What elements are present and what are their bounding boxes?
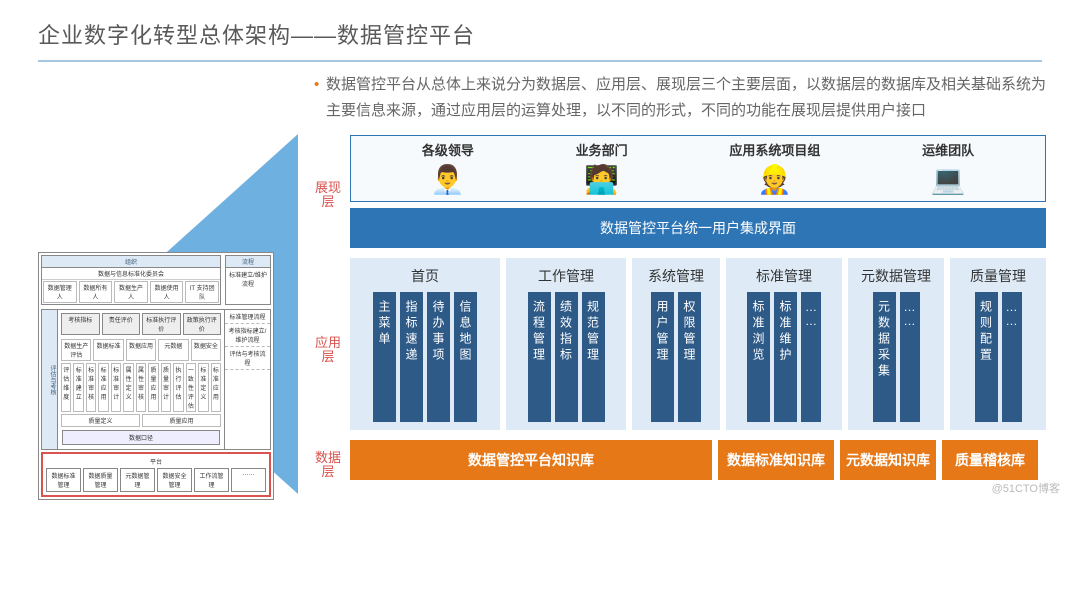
module: 工作管理流程管理绩效指标规范管理	[506, 258, 626, 430]
module: 元数据管理元数据采集……	[848, 258, 944, 430]
actor-icon: 👷	[750, 161, 800, 197]
module-item: 主菜单	[373, 292, 396, 422]
module-item: 标准维护	[774, 292, 797, 422]
actor-icon: 🧑‍💻	[577, 161, 627, 197]
module: 系统管理用户管理权限管理	[632, 258, 720, 430]
actor-icon: 💻	[923, 161, 973, 197]
module-item: 流程管理	[528, 292, 551, 422]
module: 质量管理规则配置……	[950, 258, 1046, 430]
actor-label: 各级领导	[422, 140, 474, 159]
layer-label-data: 数据层	[314, 445, 342, 485]
module-item: 规则配置	[975, 292, 998, 422]
module-item: 规范管理	[582, 292, 605, 422]
mini-architecture-thumbnail: 组织 数据与信息标准化委员会 数据管理人数据所有人数据生产人数据使用人IT 支持…	[38, 252, 274, 500]
module-title: 系统管理	[636, 262, 716, 292]
module-title: 质量管理	[954, 262, 1042, 292]
module-item: 信息地图	[454, 292, 477, 422]
data-box: 质量稽核库	[942, 440, 1038, 480]
mini-eval-header: 评估与考核	[42, 310, 58, 449]
actor-icon: 👨‍💼	[423, 161, 473, 197]
module-title: 元数据管理	[852, 262, 940, 292]
actors-row: 各级领导 👨‍💼 业务部门 🧑‍💻 应用系统项目组 👷 运维团队 💻	[350, 135, 1046, 202]
layer-label-present: 展现层	[314, 135, 342, 255]
module-item: 用户管理	[651, 292, 674, 422]
mini-flow-header: 流程	[226, 256, 270, 268]
module-title: 标准管理	[730, 262, 838, 292]
actor-label: 运维团队	[922, 140, 974, 159]
data-box: 数据标准知识库	[718, 440, 834, 480]
mini-eval-footer: 数据口径	[62, 430, 220, 445]
watermark: @51CTO博客	[992, 480, 1060, 496]
actor-label: 应用系统项目组	[729, 140, 820, 159]
description-text: 数据管控平台从总体上来说分为数据层、应用层、展现层三个主要层面，以数据层的数据库…	[314, 72, 1046, 123]
actor: 业务部门 🧑‍💻	[576, 140, 628, 197]
module-item: 元数据采集	[873, 292, 896, 422]
module-title: 工作管理	[510, 262, 622, 292]
divider	[38, 60, 1042, 62]
actor-label: 业务部门	[576, 140, 628, 159]
data-box: 数据管控平台知识库	[350, 440, 712, 480]
layer-label-app: 应用层	[314, 255, 342, 445]
module-item: 待办事项	[427, 292, 450, 422]
module: 首页主菜单指标速递待办事项信息地图	[350, 258, 500, 430]
module-item: ……	[900, 292, 920, 422]
unified-interface-bar: 数据管控平台统一用户集成界面	[350, 208, 1046, 248]
data-layer-row: 数据管控平台知识库数据标准知识库元数据知识库质量稽核库	[350, 440, 1046, 480]
module-item: 权限管理	[678, 292, 701, 422]
module-item: 绩效指标	[555, 292, 578, 422]
module-title: 首页	[354, 262, 496, 292]
actor: 运维团队 💻	[922, 140, 974, 197]
actor: 各级领导 👨‍💼	[422, 140, 474, 197]
mini-org-header: 组织	[42, 256, 220, 268]
mini-org-sub: 数据与信息标准化委员会	[42, 268, 220, 280]
mini-platform-header: 平台	[45, 456, 267, 467]
page-title: 企业数字化转型总体架构——数据管控平台	[38, 18, 1042, 50]
module-item: ……	[1002, 292, 1022, 422]
module: 标准管理标准浏览标准维护……	[726, 258, 842, 430]
app-modules-row: 首页主菜单指标速递待办事项信息地图工作管理流程管理绩效指标规范管理系统管理用户管…	[350, 258, 1046, 430]
module-item: 标准浏览	[747, 292, 770, 422]
actor: 应用系统项目组 👷	[729, 140, 820, 197]
data-box: 元数据知识库	[840, 440, 936, 480]
module-item: ……	[801, 292, 821, 422]
module-item: 指标速递	[400, 292, 423, 422]
